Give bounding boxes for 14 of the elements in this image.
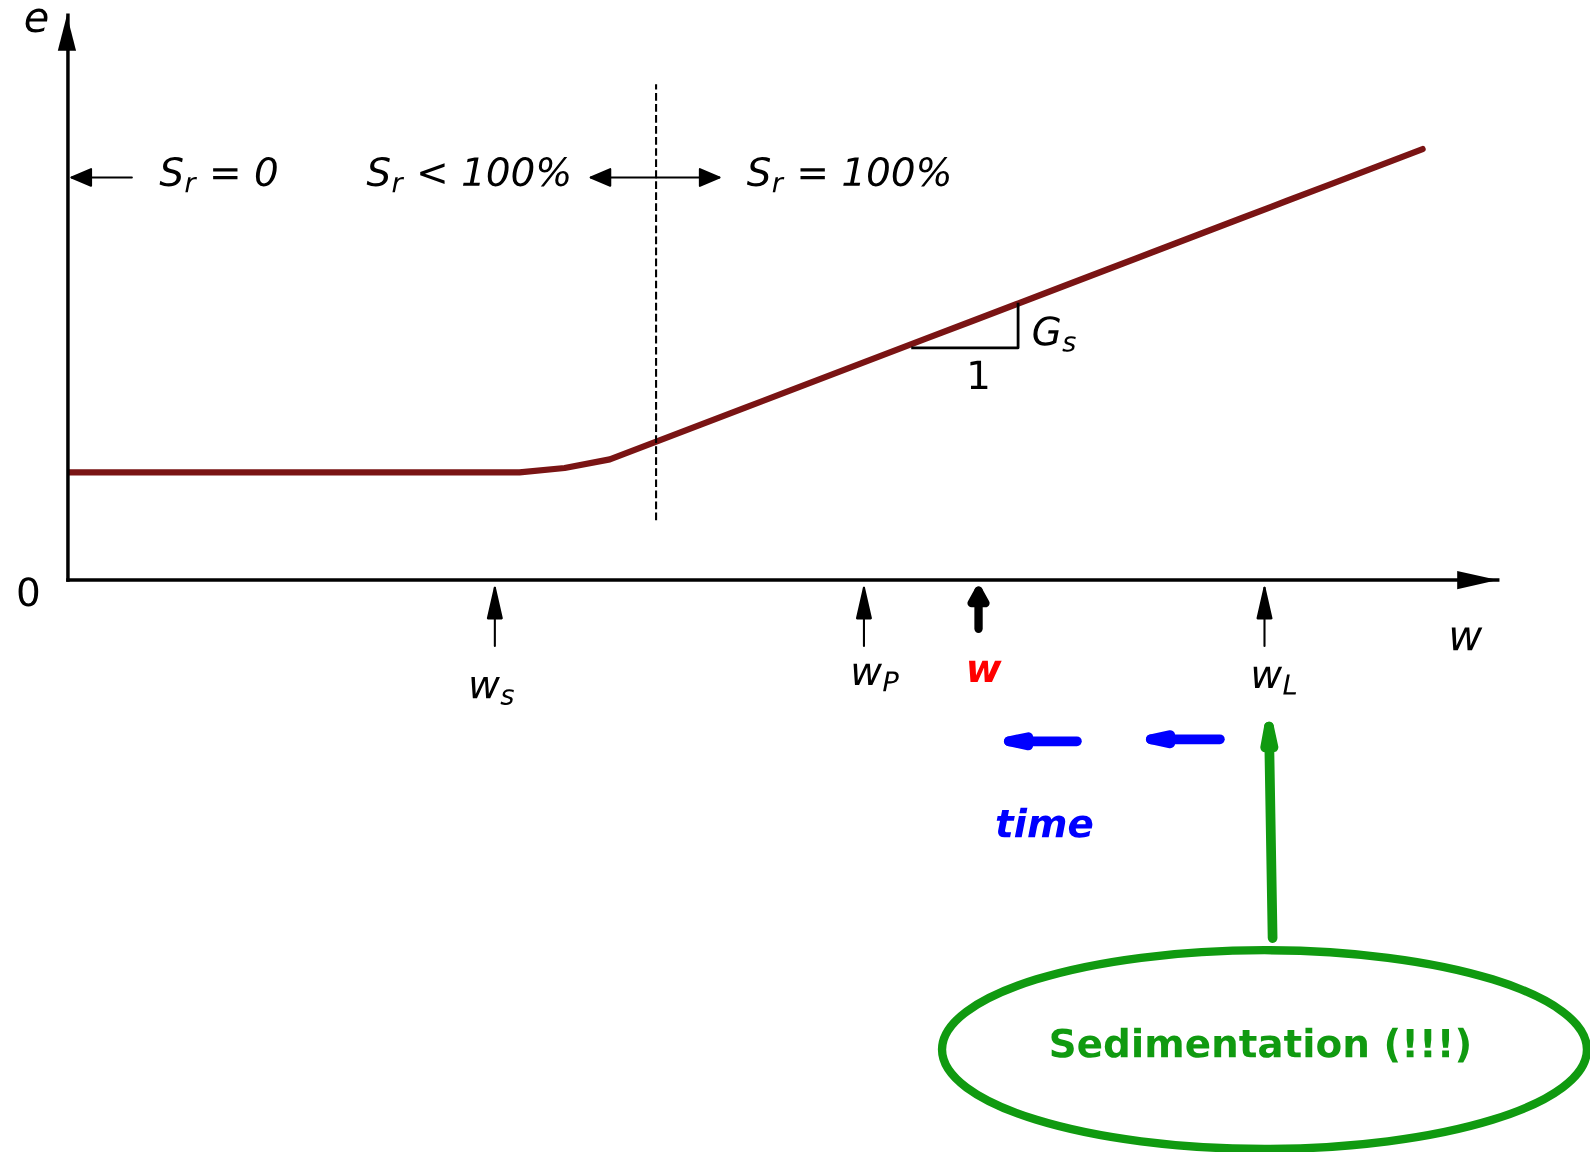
text: w$_{s}$ [471, 676, 514, 705]
annotation: S$_{r}$ = 0 [159, 157, 277, 193]
text: w$_{P}$ [853, 663, 899, 692]
text: 0 [18, 577, 39, 607]
x-axis-title: w [1451, 627, 1483, 651]
annotation: S$_{r}$ < 100% [366, 157, 569, 193]
text: Sedimentation (!!!) [1051, 1027, 1469, 1063]
annotation: S$_{r}$ = 100% [746, 157, 949, 193]
text: w$_{L}$ [1253, 666, 1297, 695]
text: time [996, 807, 1093, 838]
y-axis-title: e [25, 8, 48, 33]
annotation: G$_{s}$ [1033, 316, 1076, 352]
text: w [969, 660, 1002, 683]
annotation: 1 [970, 360, 988, 389]
